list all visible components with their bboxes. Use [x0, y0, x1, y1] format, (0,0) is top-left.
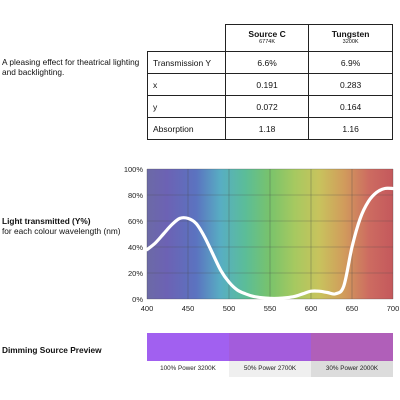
swatch: 50% Power 2700K — [229, 333, 311, 377]
row-value: 0.283 — [308, 73, 393, 96]
column-header-tungsten: Tungsten 3200K — [308, 24, 393, 52]
row-value: 1.16 — [308, 117, 393, 140]
swatch-color — [311, 333, 393, 361]
swatch: 30% Power 2000K — [311, 333, 393, 377]
y-tick-label: 0% — [132, 295, 143, 304]
chart-caption-subtitle: for each colour wavelength (nm) — [2, 226, 121, 236]
x-tick-label: 500 — [223, 304, 236, 313]
row-label: y — [147, 95, 226, 118]
x-tick-label: 400 — [141, 304, 154, 313]
transmission-chart: 0% 20% 40% 60% 80% 100% 400 450 500 550 600 650 700 — [124, 165, 400, 313]
table-header-row: Source C 6774K Tungsten 3200K — [147, 24, 393, 52]
dimming-preview: 100% Power 3200K 50% Power 2700K 30% Pow… — [147, 333, 393, 377]
x-tick-label: 700 — [387, 304, 400, 313]
y-tick-label: 20% — [128, 269, 143, 278]
column-header-source-c: Source C 6774K — [224, 24, 310, 52]
column-name: Source C — [248, 29, 286, 39]
y-tick-label: 100% — [124, 165, 144, 174]
transmission-line — [145, 186, 395, 301]
row-value: 0.072 — [224, 95, 310, 118]
preview-title: Dimming Source Preview — [2, 345, 102, 355]
table-row: x 0.191 0.283 — [147, 73, 393, 96]
row-label: x — [147, 73, 226, 96]
x-tick-label: 600 — [305, 304, 318, 313]
plot-area — [145, 186, 395, 301]
row-value: 0.164 — [308, 95, 393, 118]
filter-properties-table: Source C 6774K Tungsten 3200K Transmissi… — [147, 24, 393, 140]
row-label: Transmission Y — [147, 51, 226, 74]
column-name: Tungsten — [331, 29, 370, 39]
row-value: 0.191 — [224, 73, 310, 96]
swatch-label: 100% Power 3200K — [147, 361, 229, 377]
x-axis: 400 450 500 550 600 650 700 — [141, 304, 400, 313]
table-row: Absorption 1.18 1.16 — [147, 117, 393, 140]
table-row: y 0.072 0.164 — [147, 95, 393, 118]
y-tick-label: 60% — [128, 217, 143, 226]
row-value: 6.6% — [224, 51, 310, 74]
filter-description: A pleasing effect for theatrical lightin… — [2, 57, 140, 77]
chart-grid — [146, 168, 394, 300]
swatch-color — [229, 333, 311, 361]
y-tick-label: 40% — [128, 243, 143, 252]
y-axis: 0% 20% 40% 60% 80% 100% — [124, 165, 144, 304]
table-corner — [147, 24, 226, 52]
swatch-color — [147, 333, 229, 361]
x-tick-label: 650 — [346, 304, 359, 313]
swatch: 100% Power 3200K — [147, 333, 229, 377]
x-tick-label: 550 — [264, 304, 277, 313]
chart-caption-title: Light transmitted (Y%) — [2, 216, 91, 226]
swatch-label: 50% Power 2700K — [229, 361, 311, 377]
y-tick-label: 80% — [128, 191, 143, 200]
chart-caption: Light transmitted (Y%) for each colour w… — [2, 216, 142, 236]
column-kelvin: 3200K — [342, 39, 359, 45]
x-tick-label: 450 — [182, 304, 195, 313]
row-value: 6.9% — [308, 51, 393, 74]
column-kelvin: 6774K — [259, 39, 276, 45]
swatch-label: 30% Power 2000K — [311, 361, 393, 377]
table-row: Transmission Y 6.6% 6.9% — [147, 51, 393, 74]
row-label: Absorption — [147, 117, 226, 140]
row-value: 1.18 — [224, 117, 310, 140]
